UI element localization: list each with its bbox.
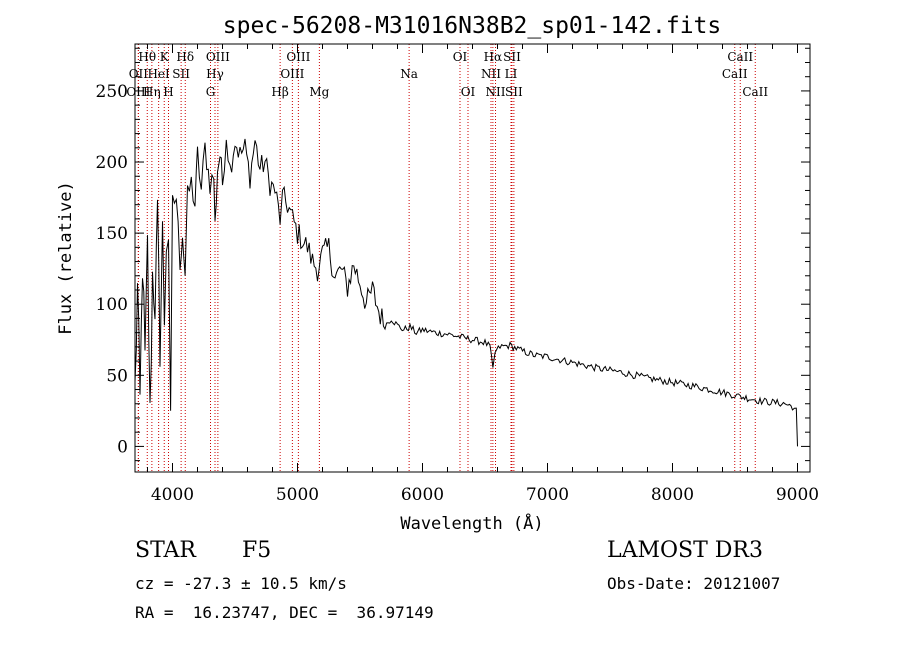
spectral-line-label: Hβ xyxy=(271,85,288,99)
spectral-line-label: CaII xyxy=(727,50,753,64)
plot-frame xyxy=(134,43,811,473)
spectral-line-label: OIII xyxy=(206,50,230,64)
coordinates-readout: RA = 16.23747, DEC = 36.97149 xyxy=(135,603,434,622)
spectral-line-label: OI xyxy=(453,50,468,64)
spectral-line-label: SII xyxy=(172,67,190,81)
y-tick-label: 200 xyxy=(96,153,128,173)
spectral-line-label: OII xyxy=(129,67,149,81)
spectral-line-label: CaII xyxy=(722,67,748,81)
spectral-line-label: Hη xyxy=(143,85,161,99)
spectral-line-label: OIII xyxy=(286,50,310,64)
redshift-readout: cz = -27.3 ± 10.5 km/s xyxy=(135,574,347,593)
spectral-line-label: Na xyxy=(400,67,418,81)
y-tick-label: 50 xyxy=(106,366,128,386)
y-tick-label: 0 xyxy=(117,437,128,457)
spectral-line-label: HeI xyxy=(147,67,170,81)
spectral-line-label: CaII xyxy=(742,85,768,99)
spectral-line-label: SII xyxy=(503,50,521,64)
spectral-line-label: OI xyxy=(461,85,476,99)
spectral-line-label: Hγ xyxy=(206,67,224,81)
spectral-line-label: Hθ xyxy=(138,50,156,64)
spectral-line-label: OIII xyxy=(280,67,304,81)
x-tick-label: 7000 xyxy=(526,485,569,505)
spectral-line-label: LI xyxy=(505,67,518,81)
spectral-line-label: K xyxy=(160,50,170,64)
chart-title: spec-56208-M31016N38B2_sp01-142.fits xyxy=(223,13,722,39)
spectral-line-label: NII xyxy=(486,85,506,99)
spectral-line-label: OIII xyxy=(126,85,150,99)
x-tick-label: 9000 xyxy=(776,485,819,505)
spectral-line-label: SII xyxy=(505,85,523,99)
y-axis: 0 50 100 150 200 250 xyxy=(96,47,810,462)
spectral-line-label: H xyxy=(163,85,173,99)
x-tick-label: 8000 xyxy=(651,485,694,505)
x-tick-label: 4000 xyxy=(151,485,194,505)
y-tick-label: 150 xyxy=(96,224,128,244)
y-tick-label: 100 xyxy=(96,295,128,315)
spectral-line-label: Hδ xyxy=(176,50,194,64)
spectrum-series-line xyxy=(134,138,798,447)
x-axis-label: Wavelength (Å) xyxy=(400,512,543,534)
object-subclass: F5 xyxy=(242,538,272,563)
spectral-line-label: Hα xyxy=(484,50,503,64)
spectral-line-markers xyxy=(137,44,756,472)
object-class: STAR xyxy=(135,538,196,563)
spectral-line-label: G xyxy=(206,85,216,99)
x-axis: 4000 5000 6000 7000 8000 9000 xyxy=(147,44,819,505)
spectral-line-label: Mg xyxy=(309,85,329,99)
obs-date: Obs-Date: 20121007 xyxy=(607,574,781,593)
survey-name: LAMOST DR3 xyxy=(607,538,763,563)
y-axis-label: Flux (relative) xyxy=(56,181,76,335)
y-tick-label: 250 xyxy=(96,82,128,102)
x-tick-label: 6000 xyxy=(401,485,444,505)
spectral-line-label: NII xyxy=(481,67,501,81)
x-tick-label: 5000 xyxy=(276,485,319,505)
